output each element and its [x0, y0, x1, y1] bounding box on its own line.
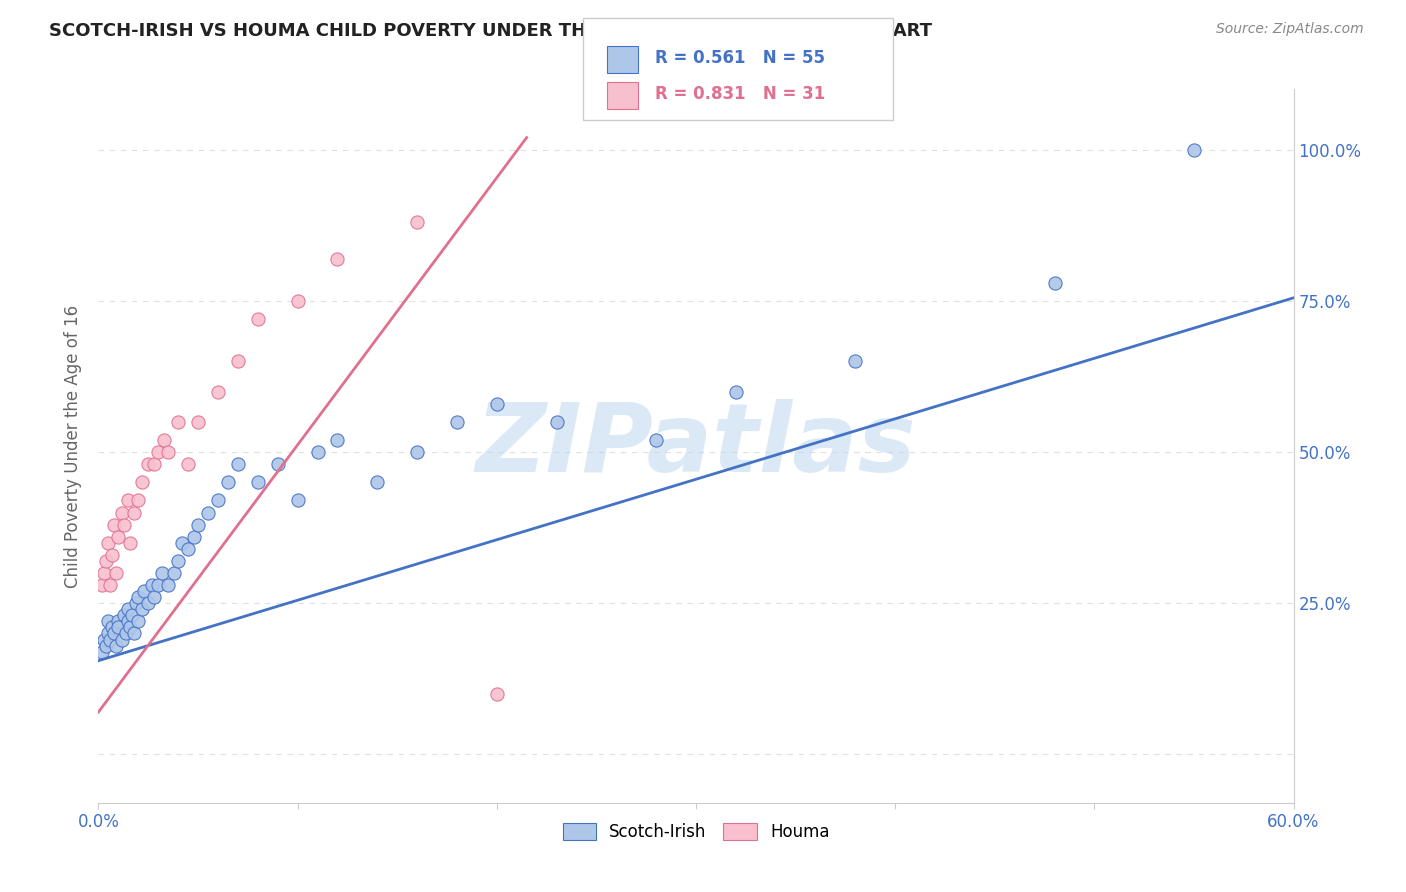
Point	[226, 354, 249, 368]
Point	[93, 566, 115, 580]
Point	[287, 493, 309, 508]
Point	[134, 584, 156, 599]
Point	[101, 548, 124, 562]
Point	[157, 578, 180, 592]
Point	[226, 457, 249, 471]
Point	[131, 602, 153, 616]
Point	[207, 493, 229, 508]
Point	[446, 415, 468, 429]
Point	[117, 615, 139, 629]
Point	[127, 493, 149, 508]
Point	[127, 590, 149, 604]
Point	[112, 517, 135, 532]
Point	[366, 475, 388, 490]
Point	[143, 590, 166, 604]
Point	[98, 632, 122, 647]
Point	[98, 578, 122, 592]
Point	[107, 615, 129, 629]
Point	[485, 687, 508, 701]
Point	[267, 457, 290, 471]
Text: ZIPatlas: ZIPatlas	[475, 400, 917, 492]
Point	[96, 639, 118, 653]
Point	[177, 541, 200, 556]
Point	[287, 293, 309, 308]
Point	[107, 620, 129, 634]
Point	[246, 312, 269, 326]
Point	[117, 493, 139, 508]
Point	[107, 530, 129, 544]
Text: R = 0.561   N = 55: R = 0.561 N = 55	[655, 49, 825, 67]
Point	[115, 626, 138, 640]
Point	[406, 445, 429, 459]
Point	[124, 506, 146, 520]
Point	[112, 608, 135, 623]
Point	[101, 620, 124, 634]
Point	[1043, 276, 1066, 290]
Point	[153, 433, 176, 447]
Point	[141, 578, 163, 592]
Point	[148, 578, 170, 592]
Point	[97, 626, 120, 640]
Point	[125, 596, 148, 610]
Point	[136, 596, 159, 610]
Point	[105, 566, 128, 580]
Point	[105, 639, 128, 653]
Point	[326, 433, 349, 447]
Y-axis label: Child Poverty Under the Age of 16: Child Poverty Under the Age of 16	[63, 304, 82, 588]
Text: Source: ZipAtlas.com: Source: ZipAtlas.com	[1216, 22, 1364, 37]
Point	[91, 645, 114, 659]
Point	[120, 535, 142, 549]
Point	[97, 535, 120, 549]
Point	[136, 457, 159, 471]
Point	[163, 566, 186, 580]
Point	[111, 506, 134, 520]
Legend: Scotch-Irish, Houma: Scotch-Irish, Houma	[555, 816, 837, 848]
Point	[172, 535, 194, 549]
Point	[96, 554, 118, 568]
Point	[103, 517, 125, 532]
Point	[197, 506, 219, 520]
Text: R = 0.831   N = 31: R = 0.831 N = 31	[655, 85, 825, 103]
Point	[103, 626, 125, 640]
Point	[150, 566, 173, 580]
Point	[485, 397, 508, 411]
Point	[724, 384, 747, 399]
Point	[120, 620, 142, 634]
Point	[546, 415, 568, 429]
Point	[406, 215, 429, 229]
Point	[117, 602, 139, 616]
Point	[157, 445, 180, 459]
Point	[207, 384, 229, 399]
Point	[217, 475, 239, 490]
Point	[645, 433, 668, 447]
Point	[91, 578, 114, 592]
Point	[246, 475, 269, 490]
Text: SCOTCH-IRISH VS HOUMA CHILD POVERTY UNDER THE AGE OF 16 CORRELATION CHART: SCOTCH-IRISH VS HOUMA CHILD POVERTY UNDE…	[49, 22, 932, 40]
Point	[97, 615, 120, 629]
Point	[1182, 143, 1205, 157]
Point	[167, 415, 190, 429]
Point	[124, 626, 146, 640]
Point	[127, 615, 149, 629]
Point	[143, 457, 166, 471]
Point	[121, 608, 143, 623]
Point	[148, 445, 170, 459]
Point	[844, 354, 866, 368]
Point	[111, 632, 134, 647]
Point	[93, 632, 115, 647]
Point	[307, 445, 329, 459]
Point	[167, 554, 190, 568]
Point	[187, 415, 209, 429]
Point	[183, 530, 205, 544]
Point	[187, 517, 209, 532]
Point	[326, 252, 349, 266]
Point	[177, 457, 200, 471]
Point	[131, 475, 153, 490]
